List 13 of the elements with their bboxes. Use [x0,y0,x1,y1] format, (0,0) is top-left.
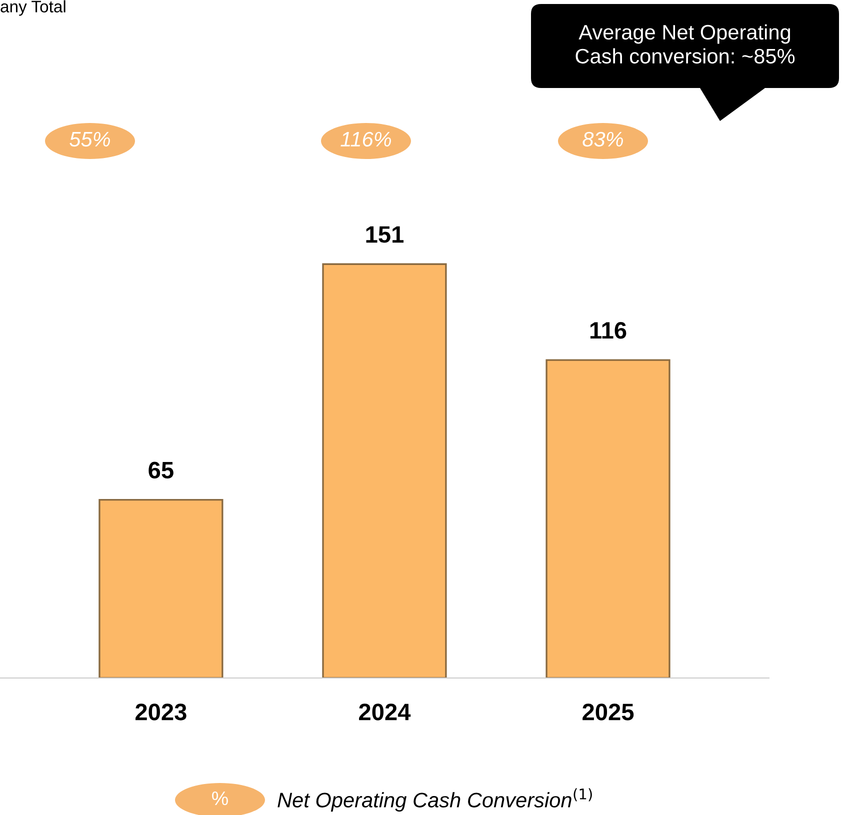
text: 116% [340,132,391,147]
data-label: 65 [148,462,174,479]
data-label: 116 [590,322,626,339]
text: % [212,792,228,806]
x-tick-label: 2025 [582,704,634,720]
text: 83% [582,132,623,147]
x-tick-label: 2023 [136,704,186,720]
text: Average Net Operating Cash conversion: ~85% [576,24,795,64]
data-label: 151 [366,226,404,243]
text: 55% [70,132,110,147]
text: any Total [0,0,66,16]
x-tick-label: 2024 [359,704,411,720]
text: Net Operating Cash Conversion$^{(1)}$ [278,788,592,812]
